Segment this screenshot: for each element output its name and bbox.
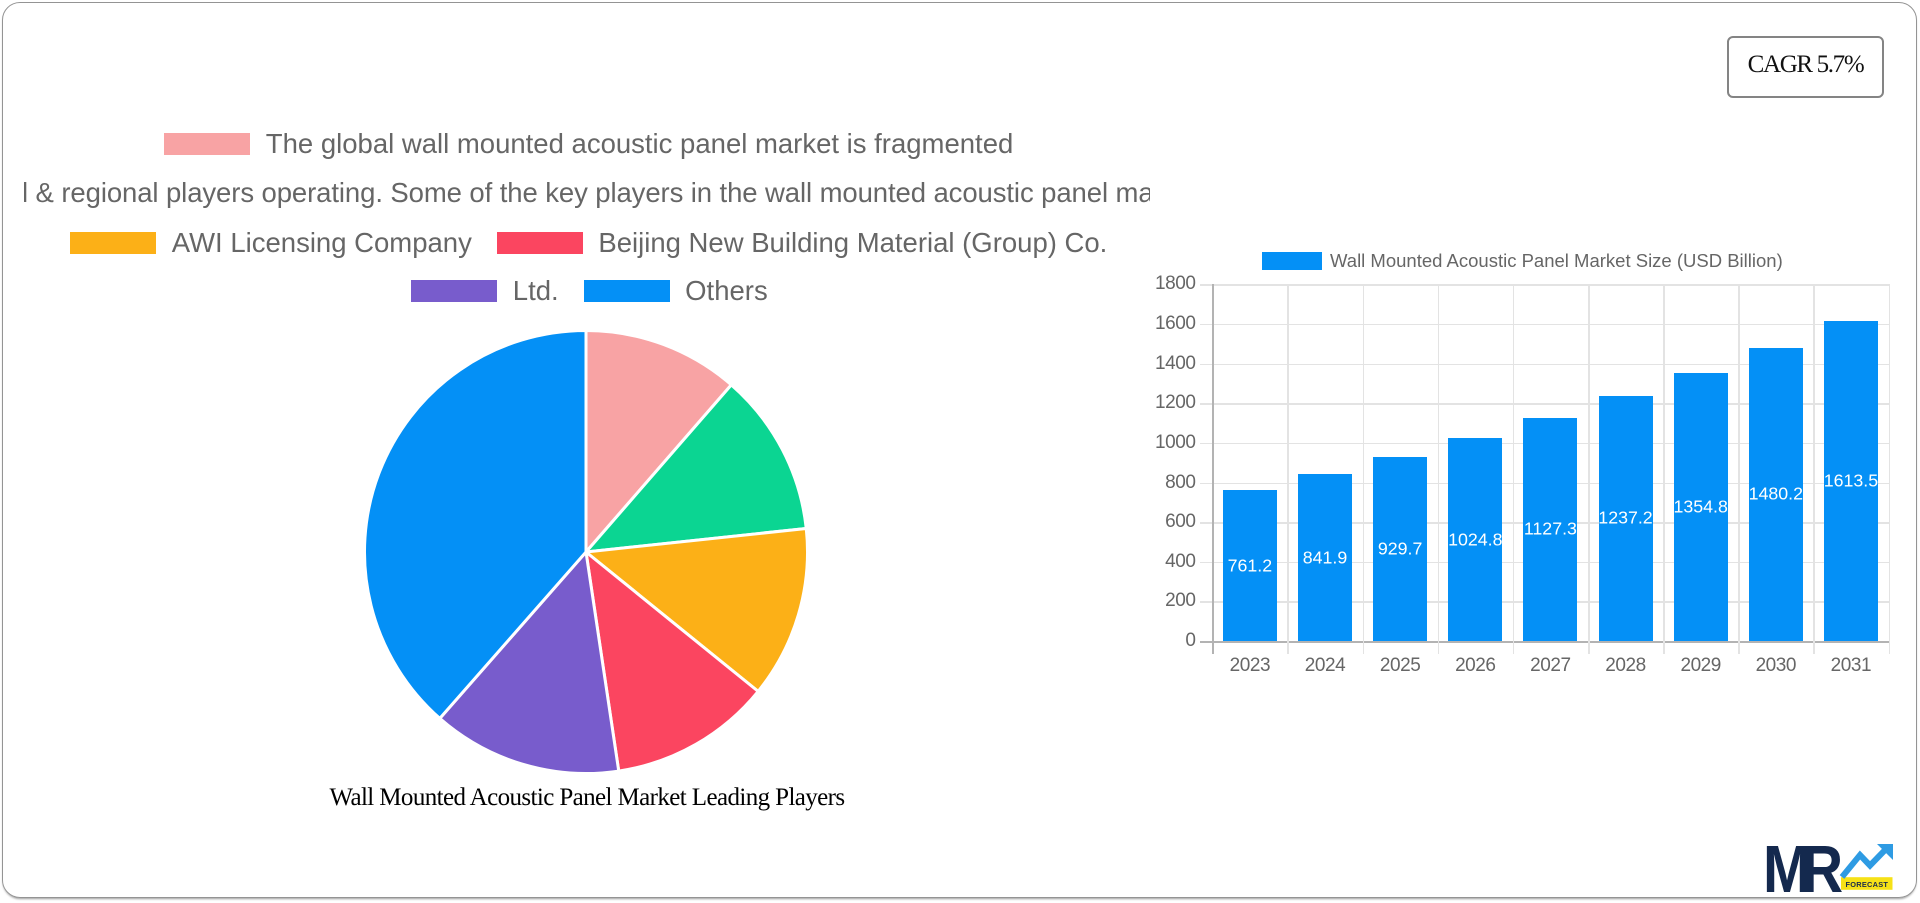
svg-text:FORECAST: FORECAST [1846,880,1889,889]
